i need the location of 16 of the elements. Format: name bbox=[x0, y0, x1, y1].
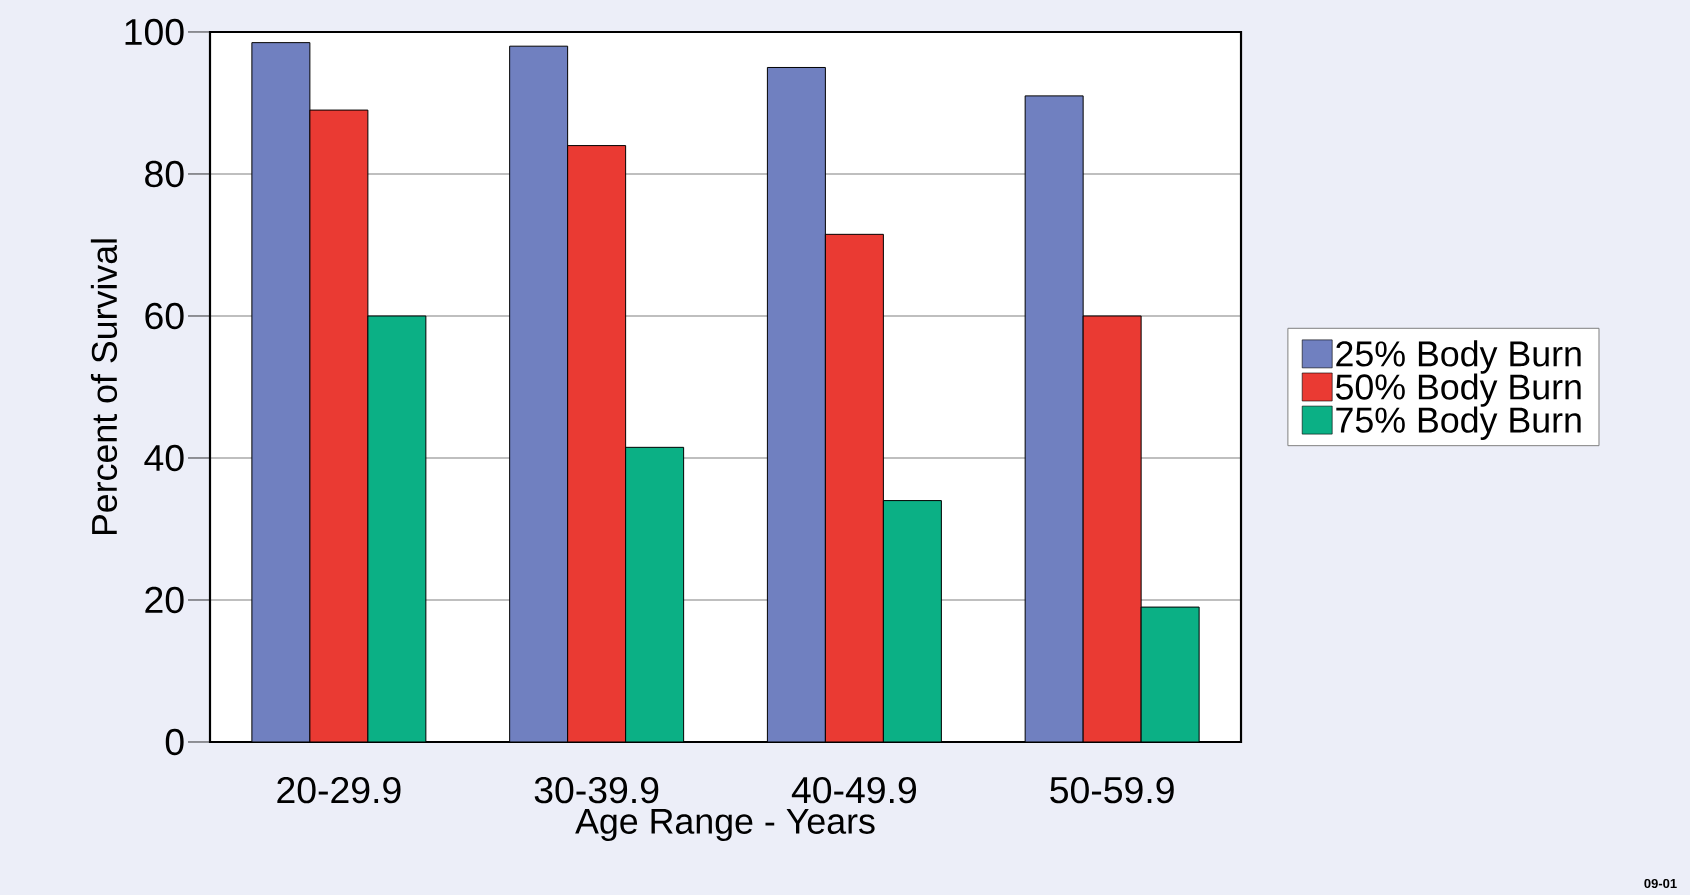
x-tick-label: 50-59.9 bbox=[1050, 776, 1174, 804]
legend-label: 25% Body Burn bbox=[1336, 340, 1581, 374]
legend-label: 50% Body Burn bbox=[1335, 373, 1581, 407]
x-tick-label: 40-49.9 bbox=[791, 776, 917, 804]
x-axis-title: Age Range - Years bbox=[575, 808, 875, 842]
y-tick-label: 20 bbox=[145, 586, 184, 614]
y-tick-label: 40 bbox=[144, 444, 184, 472]
y-tick-label: 60 bbox=[145, 302, 184, 330]
y-tick-label: 100 bbox=[125, 18, 184, 46]
text: 09-01 bbox=[1644, 878, 1677, 889]
y-axis-title: Percent of Survival bbox=[90, 239, 118, 535]
y-tick-label: 0 bbox=[165, 728, 184, 756]
x-tick-label: 20-29.9 bbox=[277, 776, 401, 804]
y-tick-label: 80 bbox=[145, 160, 184, 188]
legend-label: 75% Body Burn bbox=[1336, 406, 1581, 440]
x-tick-label: 30-39.9 bbox=[534, 776, 659, 804]
